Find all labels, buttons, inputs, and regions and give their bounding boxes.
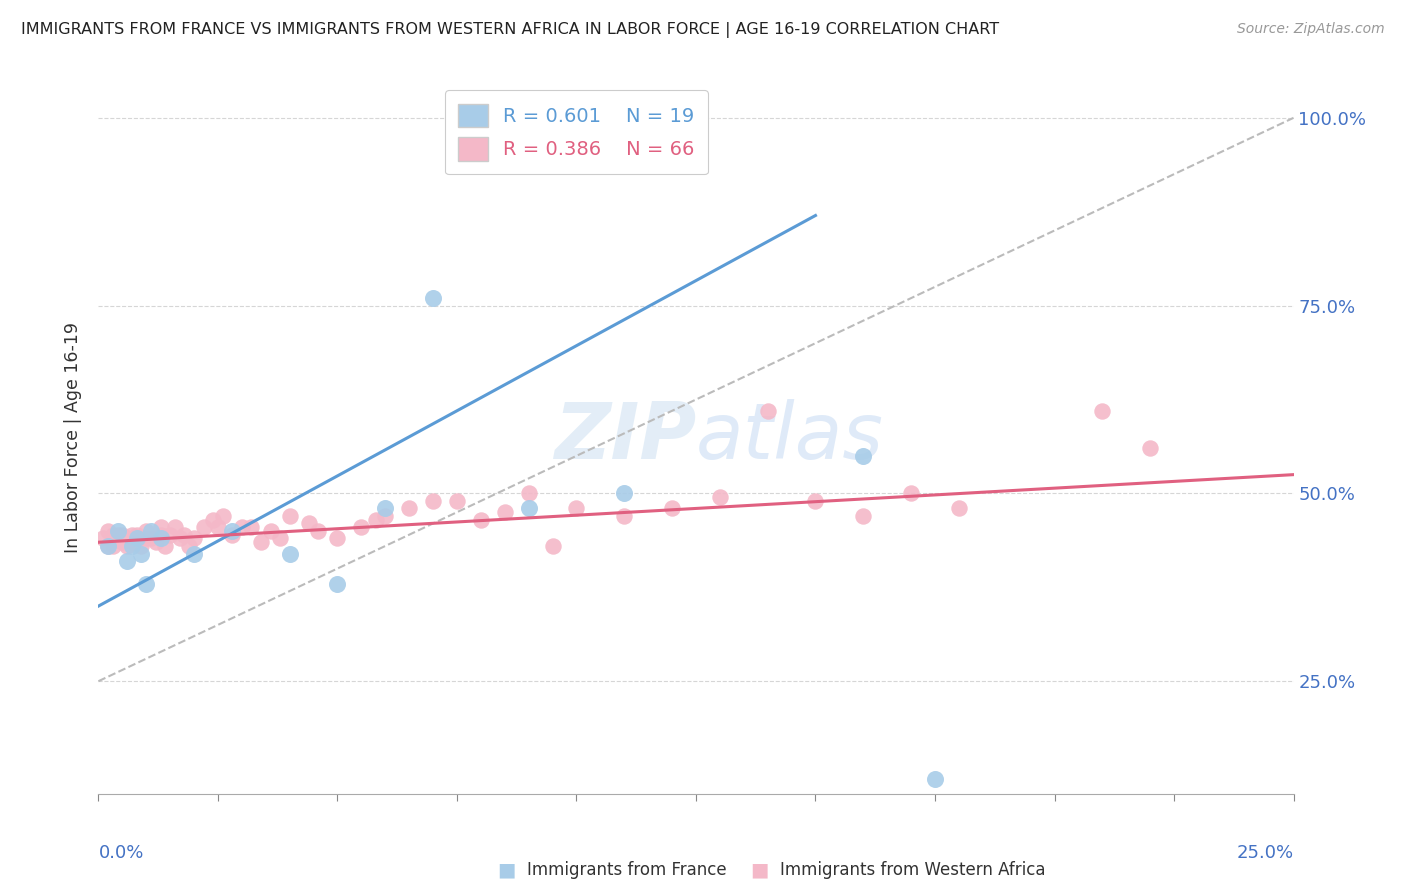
Point [139, 524, 162, 538]
Point [924, 772, 946, 786]
Text: Immigrants from France: Immigrants from France [527, 861, 727, 879]
Point [97, 524, 120, 538]
Point [661, 501, 683, 516]
Point [278, 508, 301, 523]
Point [101, 539, 124, 553]
Text: Immigrants from Western Africa: Immigrants from Western Africa [780, 861, 1046, 879]
Point [149, 520, 172, 534]
Point [111, 535, 134, 549]
Point [852, 449, 875, 463]
Point [107, 527, 129, 541]
Point [298, 516, 321, 531]
Point [125, 527, 148, 541]
Point [756, 404, 779, 418]
Point [494, 505, 516, 519]
Text: 0.0%: 0.0% [98, 844, 143, 862]
Point [101, 532, 124, 546]
Point [221, 524, 243, 538]
Point [613, 508, 636, 523]
Point [107, 524, 129, 538]
Point [1139, 442, 1161, 456]
Point [374, 501, 396, 516]
Point [211, 508, 233, 523]
Point [149, 527, 172, 541]
Point [231, 520, 253, 534]
Point [709, 490, 731, 504]
Point [125, 532, 148, 546]
Point [852, 508, 875, 523]
Point [125, 532, 148, 546]
Point [804, 494, 827, 508]
Point [111, 527, 134, 541]
Point [159, 527, 181, 541]
Point [948, 501, 970, 516]
Y-axis label: In Labor Force | Age 16-19: In Labor Force | Age 16-19 [63, 322, 82, 552]
Point [97, 539, 120, 553]
Point [470, 513, 492, 527]
Point [101, 527, 124, 541]
Point [517, 486, 540, 500]
Point [278, 547, 301, 561]
Point [155, 539, 177, 553]
Point [364, 513, 387, 527]
Point [135, 576, 157, 591]
Text: atlas: atlas [696, 399, 884, 475]
Point [250, 535, 273, 549]
Text: 25.0%: 25.0% [1236, 844, 1294, 862]
Point [374, 508, 396, 523]
Point [169, 532, 191, 546]
Point [183, 532, 205, 546]
Legend: R = 0.601    N = 19, R = 0.386    N = 66: R = 0.601 N = 19, R = 0.386 N = 66 [444, 90, 709, 175]
Point [326, 532, 349, 546]
Point [91, 532, 114, 546]
Point [135, 524, 157, 538]
Point [422, 291, 444, 305]
Point [202, 513, 225, 527]
Point [517, 501, 540, 516]
Point [135, 532, 157, 546]
Point [149, 532, 172, 546]
Text: ■: ■ [496, 860, 516, 880]
Point [121, 527, 143, 541]
Point [207, 520, 229, 534]
Point [115, 532, 138, 546]
Point [565, 501, 588, 516]
Point [269, 532, 291, 546]
Point [163, 520, 186, 534]
Point [307, 524, 329, 538]
Text: ZIP: ZIP [554, 399, 696, 475]
Text: Source: ZipAtlas.com: Source: ZipAtlas.com [1237, 22, 1385, 37]
Point [131, 547, 153, 561]
Text: IMMIGRANTS FROM FRANCE VS IMMIGRANTS FROM WESTERN AFRICA IN LABOR FORCE | AGE 16: IMMIGRANTS FROM FRANCE VS IMMIGRANTS FRO… [21, 22, 1000, 38]
Point [422, 494, 444, 508]
Point [900, 486, 922, 500]
Point [179, 539, 201, 553]
Point [121, 539, 143, 553]
Point [541, 539, 564, 553]
Point [97, 539, 120, 553]
Point [115, 539, 138, 553]
Point [193, 520, 215, 534]
Point [173, 527, 195, 541]
Point [350, 520, 373, 534]
Point [145, 535, 167, 549]
Point [115, 554, 138, 568]
Point [107, 532, 129, 546]
Text: ■: ■ [749, 860, 769, 880]
Point [326, 576, 349, 591]
Point [139, 532, 162, 546]
Point [183, 547, 205, 561]
Point [398, 501, 420, 516]
Point [221, 527, 243, 541]
Point [446, 494, 468, 508]
Point [131, 539, 153, 553]
Point [613, 486, 636, 500]
Point [111, 532, 134, 546]
Point [259, 524, 281, 538]
Point [240, 520, 263, 534]
Point [1091, 404, 1114, 418]
Point [121, 535, 143, 549]
